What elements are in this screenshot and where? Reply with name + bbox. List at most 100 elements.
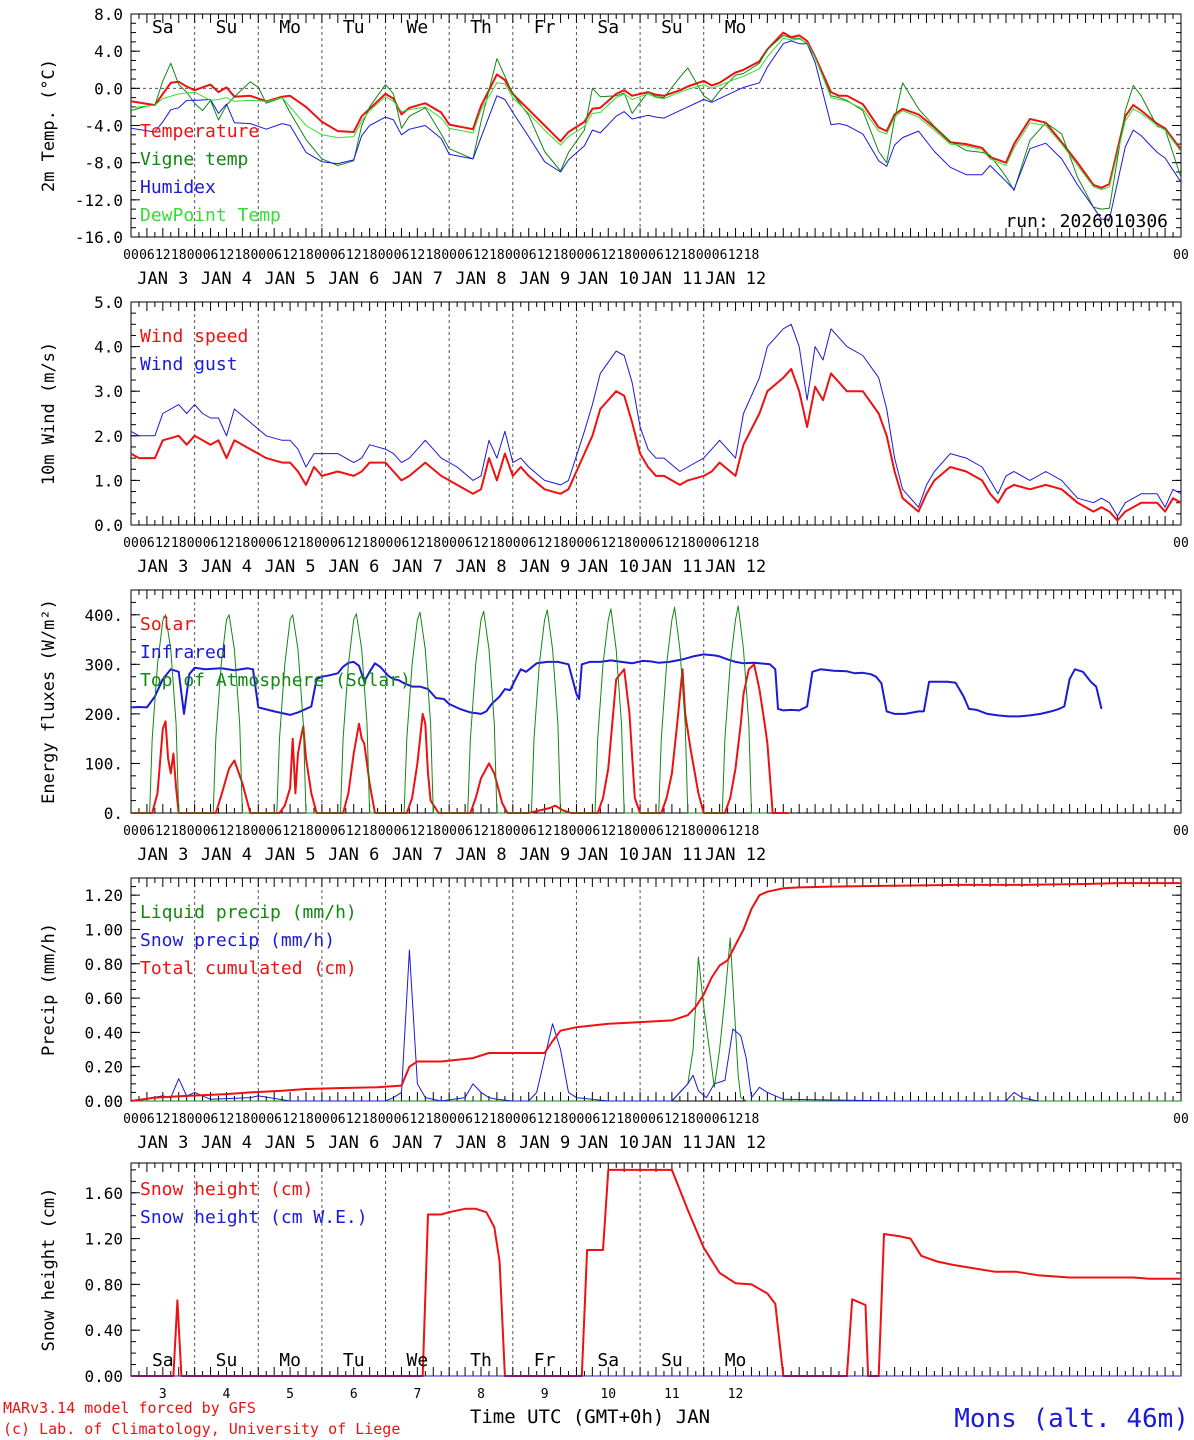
hour-tick-label: 18 bbox=[171, 1112, 187, 1127]
day-number-label: 8 bbox=[477, 1387, 485, 1402]
date-label: JAN 12 bbox=[705, 557, 766, 577]
hour-tick-label: 00 bbox=[632, 248, 648, 263]
hour-tick-label: 12 bbox=[346, 1112, 362, 1127]
panel-temp: 8.0 4.0 0.0 -4.0 -8.0 -12.0 -16.0 2m Temp. (°C)… bbox=[39, 5, 1189, 289]
hour-tick-label: 06 bbox=[648, 248, 664, 263]
hour-tick-label: 18 bbox=[171, 536, 187, 551]
legend-entry: Wind gust bbox=[140, 354, 238, 375]
hour-tick-label: 18 bbox=[744, 248, 760, 263]
hour-tick-label: 06 bbox=[585, 1112, 601, 1127]
hour-tick-label: 18 bbox=[425, 824, 441, 839]
y-tick-label: 300. bbox=[84, 655, 123, 674]
hour-tick-label: 06 bbox=[330, 1112, 346, 1127]
hour-tick-label: 00 bbox=[505, 824, 521, 839]
hour-tick-label: 18 bbox=[744, 824, 760, 839]
hour-tick-label: 18 bbox=[489, 1112, 505, 1127]
y-tick-label: 100. bbox=[84, 754, 123, 773]
hour-tick-label: 18 bbox=[362, 824, 378, 839]
hour-tick-label: 06 bbox=[139, 536, 155, 551]
hour-tick-label: 18 bbox=[489, 824, 505, 839]
y-tick-label: 0.40 bbox=[84, 1321, 123, 1340]
hour-tick-label: 00 bbox=[123, 824, 139, 839]
hour-tick-label: 06 bbox=[585, 824, 601, 839]
hour-tick-label: 06 bbox=[648, 536, 664, 551]
hour-tick-label: 06 bbox=[457, 824, 473, 839]
date-label: JAN 6 bbox=[328, 557, 379, 577]
hour-tick-label: 00 bbox=[314, 248, 330, 263]
hour-tick-label: 12 bbox=[282, 248, 298, 263]
hour-tick-label: 00 bbox=[378, 248, 394, 263]
hour-tick-label: 06 bbox=[139, 248, 155, 263]
date-label: JAN 10 bbox=[578, 1133, 639, 1153]
date-label: JAN 10 bbox=[578, 269, 639, 289]
hour-tick-label: 12 bbox=[728, 1112, 744, 1127]
hour-tick-label: 00 bbox=[632, 1112, 648, 1127]
weekday-label-bottom: Mo bbox=[725, 1350, 747, 1371]
date-label: JAN 12 bbox=[705, 845, 766, 865]
y-tick-label: 1.20 bbox=[84, 886, 123, 905]
y-tick-label: 5.0 bbox=[94, 293, 123, 312]
weekday-label-bottom: Sa bbox=[152, 1350, 174, 1371]
plot-frame bbox=[130, 301, 1182, 526]
hour-tick-label: 12 bbox=[537, 536, 553, 551]
date-label: JAN 4 bbox=[201, 269, 252, 289]
hour-tick-label: 18 bbox=[489, 248, 505, 263]
hour-tick-label: 00 bbox=[250, 824, 266, 839]
legend-entry: Humidex bbox=[140, 177, 216, 198]
y-tick-label: 3.0 bbox=[94, 382, 123, 401]
hour-tick-label: 06 bbox=[457, 1112, 473, 1127]
hour-tick-label: 00 bbox=[1173, 536, 1189, 551]
weekday-label-bottom: Tu bbox=[343, 1350, 365, 1371]
hour-tick-label: 06 bbox=[139, 1112, 155, 1127]
legend-entry: Temperature bbox=[140, 121, 259, 142]
hour-tick-label: 12 bbox=[219, 824, 235, 839]
hour-tick-label: 06 bbox=[203, 1112, 219, 1127]
hour-tick-label: 12 bbox=[728, 824, 744, 839]
legend-entry: Total cumulated (cm) bbox=[140, 958, 357, 979]
weekday-label: Mo bbox=[279, 17, 301, 38]
hour-tick-label: 00 bbox=[696, 536, 712, 551]
hour-tick-label: 18 bbox=[362, 1112, 378, 1127]
panel-wind: 5.0 4.0 3.0 2.0 1.0 0.0 10m Wind (m/s) Wind spe… bbox=[39, 293, 1189, 577]
hour-tick-label: 12 bbox=[664, 1112, 680, 1127]
hour-tick-label: 06 bbox=[521, 1112, 537, 1127]
hour-tick-label: 18 bbox=[298, 248, 314, 263]
hour-tick-label: 06 bbox=[521, 536, 537, 551]
hour-tick-label: 06 bbox=[521, 248, 537, 263]
hour-tick-label: 12 bbox=[282, 1112, 298, 1127]
hour-tick-label: 18 bbox=[680, 1112, 696, 1127]
plot-frame bbox=[130, 589, 1182, 814]
y-axis-title: 2m Temp. (°C) bbox=[39, 59, 59, 192]
hour-tick-label: 12 bbox=[155, 1112, 171, 1127]
hour-tick-label: 06 bbox=[712, 824, 728, 839]
legend-entry: Snow precip (mm/h) bbox=[140, 930, 335, 951]
y-tick-label: 1.60 bbox=[84, 1184, 123, 1203]
y-tick-label: 0.0 bbox=[94, 79, 123, 98]
hour-tick-label: 12 bbox=[537, 824, 553, 839]
hour-tick-label: 18 bbox=[553, 824, 569, 839]
y-tick-label: 1.00 bbox=[84, 920, 123, 939]
hour-tick-label: 00 bbox=[569, 824, 585, 839]
y-axis-title: Precip (mm/h) bbox=[39, 923, 59, 1056]
day-number-label: 9 bbox=[541, 1387, 549, 1402]
hour-tick-label: 00 bbox=[569, 1112, 585, 1127]
day-number-label: 11 bbox=[664, 1387, 680, 1402]
y-tick-label: -16.0 bbox=[75, 228, 123, 247]
hour-tick-label: 12 bbox=[219, 536, 235, 551]
date-label: JAN 8 bbox=[455, 269, 506, 289]
hour-tick-label: 18 bbox=[298, 1112, 314, 1127]
hour-tick-label: 18 bbox=[616, 248, 632, 263]
hour-tick-label: 00 bbox=[123, 1112, 139, 1127]
hour-tick-label: 06 bbox=[266, 248, 282, 263]
legend-entry: Top of Atmosphere (Solar) bbox=[140, 670, 411, 691]
date-label: JAN 10 bbox=[578, 557, 639, 577]
hour-tick-label: 18 bbox=[489, 536, 505, 551]
legend-entry: DewPoint Temp bbox=[140, 205, 281, 226]
lab-credit: (c) Lab. of Climatology, University of L… bbox=[3, 1420, 400, 1438]
weekday-label-bottom: Th bbox=[470, 1350, 492, 1371]
hour-tick-label: 18 bbox=[553, 248, 569, 263]
y-axis-title: 10m Wind (m/s) bbox=[39, 342, 59, 485]
day-number-label: 10 bbox=[600, 1387, 616, 1402]
y-axis-title: Energy fluxes (W/m²) bbox=[39, 599, 59, 804]
date-label: JAN 3 bbox=[137, 845, 188, 865]
